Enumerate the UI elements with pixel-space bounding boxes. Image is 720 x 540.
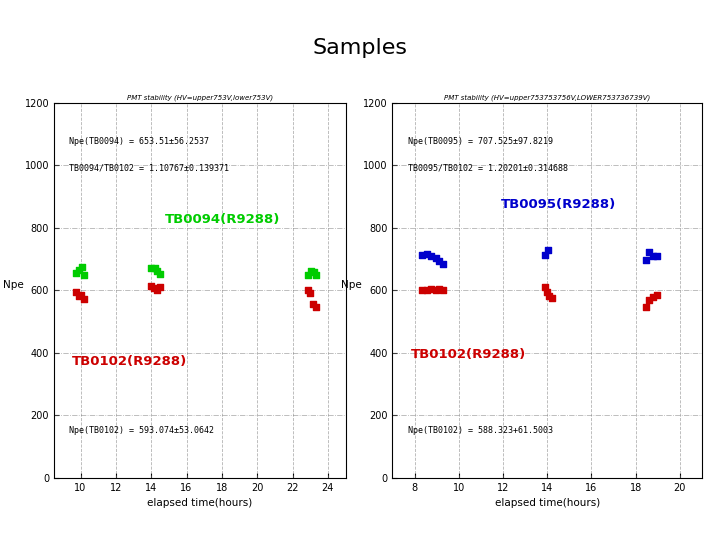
Point <box>544 291 555 300</box>
Point <box>308 268 320 276</box>
Point <box>76 263 88 272</box>
Point <box>302 286 313 295</box>
Text: Npe(TB0095) = 707.525±97.8219: Npe(TB0095) = 707.525±97.8219 <box>408 137 553 146</box>
Point <box>643 296 654 305</box>
Point <box>433 257 445 266</box>
Text: TB0095(R9288): TB0095(R9288) <box>501 198 616 211</box>
Text: Samples: Samples <box>312 38 408 58</box>
Point <box>421 250 433 259</box>
Point <box>305 288 316 297</box>
Point <box>539 283 551 292</box>
Point <box>305 267 317 276</box>
Point <box>426 285 437 293</box>
Point <box>541 288 553 296</box>
Point <box>647 293 659 301</box>
Point <box>307 299 319 308</box>
Point <box>302 271 313 279</box>
Point <box>438 286 449 295</box>
Point <box>152 267 163 276</box>
Point <box>76 291 87 299</box>
Point <box>71 287 82 296</box>
Text: TB0102(R9288): TB0102(R9288) <box>411 348 526 361</box>
Y-axis label: Npe: Npe <box>341 280 362 291</box>
X-axis label: elapsed time(hours): elapsed time(hours) <box>147 498 253 508</box>
Text: TB0102(R9288): TB0102(R9288) <box>71 355 186 368</box>
Point <box>71 268 82 277</box>
Y-axis label: Npe: Npe <box>3 280 24 291</box>
Point <box>430 254 441 262</box>
Title: PMT stability (HV=upper753753756V,LOWER753736739V): PMT stability (HV=upper753753756V,LOWER7… <box>444 94 650 102</box>
Point <box>154 269 166 278</box>
Point <box>154 283 166 292</box>
Point <box>426 252 437 260</box>
Point <box>310 303 321 312</box>
Point <box>546 294 557 302</box>
Point <box>73 292 84 301</box>
Point <box>78 295 90 303</box>
Point <box>416 250 428 259</box>
Point <box>421 286 433 294</box>
Text: Npe(TB0102) = 593.074±53.0642: Npe(TB0102) = 593.074±53.0642 <box>68 426 214 435</box>
Point <box>647 252 659 260</box>
Point <box>539 251 551 260</box>
Text: TB0094/TB0102 = 1.10767±0.139371: TB0094/TB0102 = 1.10767±0.139371 <box>68 163 228 172</box>
Point <box>148 284 160 292</box>
Point <box>150 286 162 295</box>
Point <box>651 291 662 299</box>
Point <box>416 286 428 295</box>
Point <box>145 264 157 273</box>
Text: Npe(TB0102) = 588.323+61.5003: Npe(TB0102) = 588.323+61.5003 <box>408 426 553 435</box>
Point <box>149 264 161 272</box>
Point <box>430 286 441 294</box>
Point <box>433 285 445 294</box>
X-axis label: elapsed time(hours): elapsed time(hours) <box>495 498 600 508</box>
Text: Npe(TB0094) = 653.51±56.2537: Npe(TB0094) = 653.51±56.2537 <box>68 137 209 146</box>
Point <box>438 259 449 268</box>
Point <box>643 248 654 256</box>
Text: TB0095/TB0102 = 1.20201±0.314688: TB0095/TB0102 = 1.20201±0.314688 <box>408 163 568 172</box>
Point <box>640 255 652 264</box>
Point <box>145 282 157 291</box>
Point <box>543 245 554 254</box>
Point <box>651 252 662 260</box>
Point <box>640 302 652 311</box>
Point <box>311 271 323 280</box>
Point <box>73 266 84 274</box>
Text: TB0094(R9288): TB0094(R9288) <box>165 213 280 226</box>
Point <box>78 271 90 279</box>
Title: PMT stability (HV=upper753V,lower753V): PMT stability (HV=upper753V,lower753V) <box>127 94 273 102</box>
